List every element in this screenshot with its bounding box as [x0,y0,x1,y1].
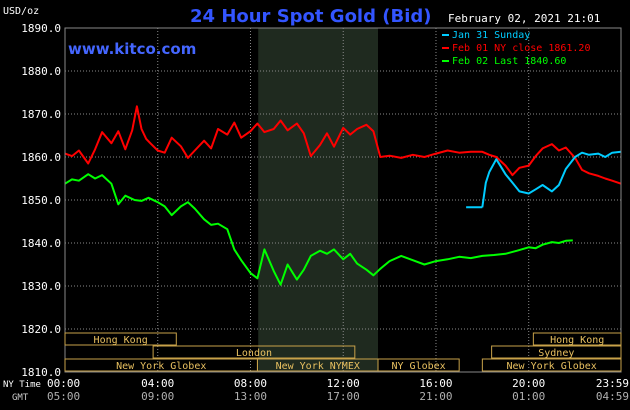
plot-frame [64,27,622,373]
x-axis-label-gmt: GMT [12,393,29,403]
y-tick-label: 1880.0 [21,65,61,78]
legend: Feb 01 NY close 1861.20 Jan 31 Sunday Feb … [442,30,590,67]
x-tick-ny: 12:00 [327,377,360,390]
y-tick-label: 1840.0 [21,237,61,250]
plot-background [258,28,379,372]
chart-title: 24 Hour Spot Gold (Bid) [190,6,431,27]
session-bar [491,345,622,359]
series-line-2 [64,173,573,286]
y-axis-unit: USD/oz [3,6,39,17]
session-bar [481,358,622,372]
series-line-0 [64,105,622,185]
y-tick-label: 1850.0 [21,194,61,207]
x-tick-ny: 08:00 [234,377,267,390]
legend-label: Feb 01 NY close 1861.20 [452,43,590,54]
x-tick-ny: 00:00 [47,377,80,390]
session-label: New York Globex [507,361,597,372]
x-tick-gmt: 21:00 [419,390,452,403]
axes: 1890.0 1880.0 1870.0 1860.0 1850.0 1840.0 1830… [21,22,622,379]
session-shading [258,28,379,372]
legend-label: Jan 31 Sunday [452,30,530,41]
y-tick-label: 1830.0 [21,280,61,293]
y-tick-label: 1810.0 [21,366,61,379]
x-tick-gmt: 04:59 [596,390,629,403]
x-tick-gmt: 13:00 [234,390,267,403]
y-tick-label: 1820.0 [21,323,61,336]
site-url[interactable]: www.kitco.com [68,40,196,58]
session-bars: Hong Kong London New York Globex New York N… [64,332,622,372]
session-bar [532,332,622,346]
session-bar [64,332,177,346]
session-bar [377,358,460,372]
x-tick-gmt: 17:00 [327,390,360,403]
session-bar [152,345,356,359]
x-tick-gmt: 09:00 [141,390,174,403]
x-tick-ny: 16:00 [419,377,452,390]
grid-lines [65,27,621,373]
x-tick-gmt: 01:00 [512,390,545,403]
y-tick-label: 1870.0 [21,108,61,121]
session-label: London [236,348,272,359]
session-label: Sydney [538,348,574,359]
x-tick-ny: 20:00 [512,377,545,390]
x-tick-ny: 04:00 [141,377,174,390]
session-label: Hong Kong [94,335,148,346]
series-lines [64,105,622,286]
session-label: NY Globex [391,361,445,372]
x-tick-gmt: 05:00 [47,390,80,403]
y-tick-label: 1860.0 [21,151,61,164]
legend-label: Feb 02 Last 1840.60 [452,56,566,67]
session-label: Hong Kong [550,335,604,346]
y-tick-label: 1890.0 [21,22,61,35]
timestamp: February 02, 2021 21:01 [448,12,600,25]
x-tick-ny: 23:59 [596,377,629,390]
x-axis-label-ny: NY Time [3,380,41,390]
series-line-1 [481,150,622,208]
session-label: New York Globex [116,361,206,372]
session-label: New York NYMEX [276,361,360,372]
